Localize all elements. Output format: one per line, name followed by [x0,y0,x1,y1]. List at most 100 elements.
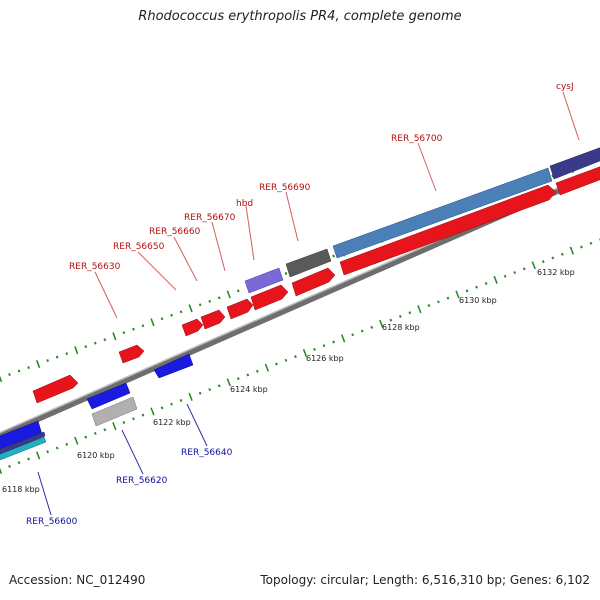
map-title: Rhodococcus erythropolis PR4, complete g… [138,9,462,24]
gene-label-rer-56600[interactable]: RER_56600 [26,517,78,527]
scale-label-6132: 6132 kbp [537,268,575,277]
gene-label-hbd[interactable]: hbd [236,199,253,209]
cyan-feature-block[interactable] [0,436,47,462]
reverse-genes [0,353,194,462]
minor-tick-mark [475,285,478,289]
major-tick-mark [569,246,575,255]
callout-line [137,251,177,291]
major-tick-mark [36,360,41,369]
major-tick-mark [493,275,498,284]
minor-tick-mark [551,256,555,260]
forward-gene-arrow[interactable] [226,298,254,320]
rna-feature-block[interactable] [244,267,284,294]
forward-gene-arrow[interactable] [32,374,79,404]
rna-feature-block[interactable] [549,144,600,180]
minor-tick-mark [160,317,164,321]
minor-tick-mark [313,347,316,351]
callout-line [245,205,255,261]
forward-gene-labels: RER_56630 RER_56650 RER_56660 RER_56670 … [69,82,574,272]
minor-tick-mark [217,384,221,388]
gene-label-rer-56690[interactable]: RER_56690 [259,183,311,193]
gene-label-rer-56620[interactable]: RER_56620 [116,476,168,486]
gene-label-rer-56670[interactable]: RER_56670 [184,213,236,223]
major-tick-mark [455,290,460,299]
forward-gene-arrow[interactable] [181,318,204,337]
minor-tick-mark [389,318,393,322]
reverse-gene-arrow[interactable] [153,353,194,379]
gene-label-cysj[interactable]: cysJ [556,82,574,92]
gene-label-rer-56630[interactable]: RER_56630 [69,262,121,272]
callout-line [173,236,198,282]
minor-tick-mark [122,331,126,335]
minor-tick-mark [103,428,107,432]
gene-label-rer-56640[interactable]: RER_56640 [181,448,233,458]
minor-tick-mark [398,314,402,318]
rna-feature-block[interactable] [332,167,553,259]
minor-tick-mark [27,366,30,370]
minor-tick-mark [236,289,240,293]
minor-tick-mark [8,373,11,376]
minor-tick-mark [370,325,374,329]
major-tick-mark [0,467,3,475]
gene-label-rer-56650[interactable]: RER_56650 [113,242,165,252]
minor-tick-mark [84,435,88,439]
minor-tick-mark [208,299,212,303]
minor-tick-mark [332,340,335,344]
major-tick-mark [226,378,231,387]
minor-tick-mark [522,267,526,271]
major-tick-mark [340,334,346,343]
minor-tick-mark [284,271,288,275]
minor-tick-mark [332,254,335,258]
minor-tick-mark [503,274,507,278]
forward-gene-arrow[interactable] [200,309,226,330]
scale-ticks-inner [0,238,600,475]
minor-tick-mark [446,296,450,300]
minor-tick-mark [55,355,59,359]
minor-tick-mark [255,369,259,373]
minor-tick-mark [560,252,564,256]
gene-label-rer-56700[interactable]: RER_56700 [391,134,443,144]
scale-label-6120: 6120 kbp [77,451,115,460]
callout-line [186,403,208,447]
minor-tick-mark [46,450,50,454]
pseudo-feature-block[interactable] [285,248,332,278]
reverse-gene-labels: RER_56600 RER_56620 RER_56640 [26,448,233,527]
minor-tick-mark [465,289,469,293]
minor-tick-mark [360,329,364,333]
major-tick-mark [150,407,155,416]
major-tick-mark [531,261,536,270]
forward-gene-arrow[interactable] [250,284,289,311]
forward-gene-arrow[interactable] [291,267,336,297]
minor-tick-mark [170,313,173,317]
minor-tick-mark [437,300,440,304]
major-tick-mark [379,319,384,328]
minor-tick-mark [198,303,202,307]
minor-tick-mark [541,260,545,264]
indigo-feature-block[interactable] [0,431,46,456]
forward-gene-arrow[interactable] [555,163,600,196]
forward-genes [32,163,600,404]
major-tick-mark [264,363,270,372]
forward-gene-arrow[interactable] [118,344,145,364]
minor-tick-mark [8,464,11,468]
minor-tick-mark [275,362,278,366]
major-tick-mark [112,422,117,431]
scale-label-6122: 6122 kbp [153,418,191,427]
minor-tick-mark [160,406,164,410]
reverse-gene-arrow[interactable] [86,382,131,410]
gray-feature-block[interactable] [91,396,138,427]
gene-label-rer-56660[interactable]: RER_56660 [149,227,201,237]
minor-tick-mark [294,355,297,359]
minor-tick-mark [513,271,517,275]
forward-gene-arrow[interactable] [339,184,557,276]
major-tick-mark [0,375,3,383]
minor-tick-mark [217,296,221,300]
major-tick-mark [74,346,79,355]
minor-tick-mark [284,358,288,362]
minor-tick-mark [141,324,145,328]
major-tick-mark [150,318,155,327]
minor-tick-mark [198,391,202,395]
major-tick-mark [226,290,231,299]
minor-tick-mark [103,338,107,342]
